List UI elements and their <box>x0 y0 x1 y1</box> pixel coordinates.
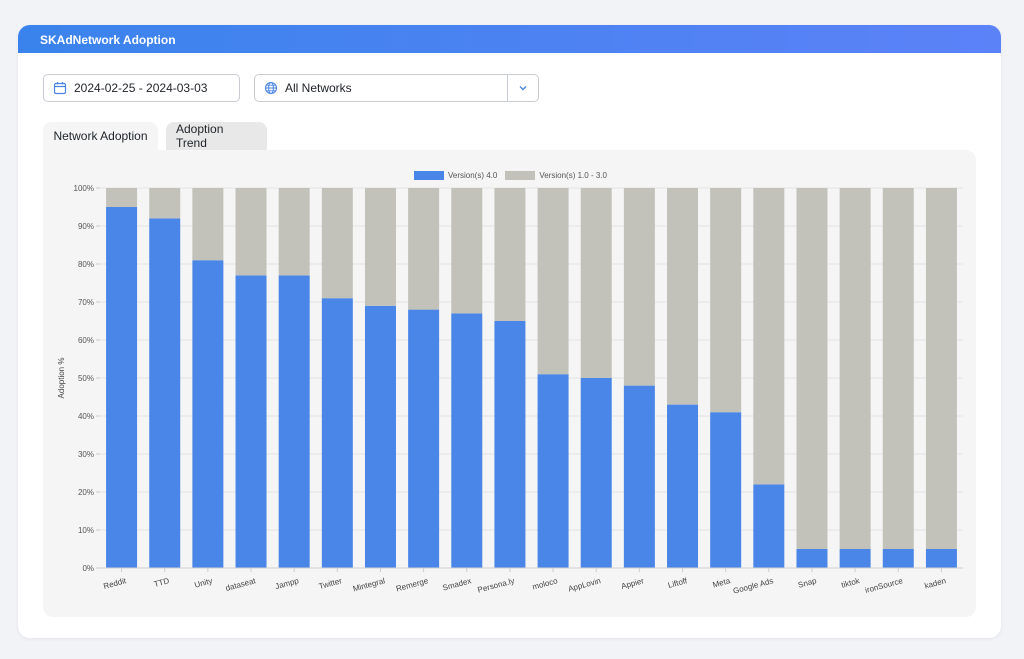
x-tick-label: Remerge <box>395 576 430 593</box>
calendar-icon <box>53 82 67 95</box>
x-tick-label: Jampp <box>274 576 300 591</box>
bar-v1-3[interactable] <box>149 188 181 219</box>
bar-v4[interactable] <box>364 305 396 568</box>
y-tick-label: 10% <box>78 526 94 535</box>
legend-item-v4[interactable]: Version(s) 4.0 <box>414 171 497 180</box>
bar-v4[interactable] <box>925 549 957 568</box>
network-value: All Networks <box>285 81 352 95</box>
x-tick-label: moloco <box>531 576 559 592</box>
legend-swatch-v4 <box>414 171 444 180</box>
x-tick-label: dataseat <box>225 576 258 593</box>
bar-v4[interactable] <box>106 207 138 568</box>
y-tick-label: 70% <box>78 298 94 307</box>
bar-v1-3[interactable] <box>321 188 353 299</box>
bar-v4[interactable] <box>623 385 655 568</box>
x-tick-label: Mintegral <box>352 576 386 593</box>
bar-v4[interactable] <box>710 412 742 568</box>
x-tick-label: kaden <box>924 576 947 590</box>
bar-v1-3[interactable] <box>537 188 569 375</box>
y-tick-label: 30% <box>78 450 94 459</box>
y-tick-label: 60% <box>78 336 94 345</box>
x-tick-label: TTD <box>153 576 171 589</box>
y-tick-label: 90% <box>78 222 94 231</box>
bar-v4[interactable] <box>451 313 483 568</box>
chart-panel: Version(s) 4.0 Version(s) 1.0 - 3.0 0% 10… <box>43 150 976 617</box>
bar-v1-3[interactable] <box>925 188 957 549</box>
bar-v4[interactable] <box>408 309 440 568</box>
x-tick-label: Liftoff <box>667 576 689 590</box>
date-range-picker[interactable]: 2024-02-25 - 2024-03-03 <box>43 74 240 102</box>
bar-v1-3[interactable] <box>106 188 138 207</box>
bar-v4[interactable] <box>278 275 310 568</box>
y-tick-label: 0% <box>82 564 94 573</box>
chevron-down-icon[interactable] <box>516 81 530 95</box>
y-tick-label: 100% <box>74 184 94 193</box>
bar-v1-3[interactable] <box>623 188 655 386</box>
bar-v1-3[interactable] <box>667 188 699 405</box>
bar-v4[interactable] <box>753 484 785 568</box>
bar-v4[interactable] <box>537 374 569 568</box>
x-tick-label: Persona.ly <box>477 576 516 594</box>
bar-v4[interactable] <box>321 298 353 568</box>
bar-v1-3[interactable] <box>710 188 742 413</box>
bar-v1-3[interactable] <box>451 188 483 314</box>
x-tick-label: ironSource <box>864 576 904 595</box>
legend-label-v4: Version(s) 4.0 <box>448 171 498 180</box>
adoption-card: SKAdNetwork Adoption 2024-02-25 - 2024-0… <box>18 25 1001 638</box>
x-tick-label: Reddit <box>102 576 127 591</box>
network-select[interactable]: All Networks <box>254 74 539 102</box>
bar-v4[interactable] <box>882 549 914 568</box>
x-tick-label: tiktok <box>840 576 861 590</box>
bar-v1-3[interactable] <box>839 188 871 549</box>
bar-v4[interactable] <box>192 260 224 568</box>
legend-item-v1-3[interactable]: Version(s) 1.0 - 3.0 <box>505 171 607 180</box>
date-range-value: 2024-02-25 - 2024-03-03 <box>74 81 208 95</box>
bar-v4[interactable] <box>839 549 871 568</box>
bar-v4[interactable] <box>149 218 181 568</box>
bar-v4[interactable] <box>235 275 267 568</box>
y-tick-label: 20% <box>78 488 94 497</box>
bar-v1-3[interactable] <box>408 188 440 310</box>
x-tick-label: Google Ads <box>732 576 774 595</box>
legend-label-v1-3: Version(s) 1.0 - 3.0 <box>539 171 607 180</box>
stacked-bar-chart: 0% 10% 20% 30% 40% 50% 60% 70% 80% 90% 100% Adoptio… <box>57 184 963 596</box>
bar-v1-3[interactable] <box>494 188 526 321</box>
x-tick-label: AppLovin <box>567 576 602 593</box>
select-divider <box>507 75 508 101</box>
x-tick-label: Appier <box>620 576 645 591</box>
bar-v4[interactable] <box>494 321 526 568</box>
bar-v1-3[interactable] <box>796 188 828 549</box>
x-tick-label: Smadex <box>442 576 473 592</box>
card-title: SKAdNetwork Adoption <box>18 25 1001 53</box>
bar-v1-3[interactable] <box>192 188 224 261</box>
bar-v1-3[interactable] <box>278 188 310 276</box>
x-tick-label: Unity <box>193 576 213 589</box>
bar-v1-3[interactable] <box>364 188 396 306</box>
bar-v1-3[interactable] <box>882 188 914 549</box>
tab-network-adoption[interactable]: Network Adoption <box>43 122 158 150</box>
bar-v1-3[interactable] <box>580 188 612 378</box>
x-tick-label: Meta <box>712 576 732 589</box>
bar-v1-3[interactable] <box>753 188 785 485</box>
tab-adoption-trend[interactable]: Adoption Trend <box>166 122 267 150</box>
x-tick-label: Snap <box>797 576 818 590</box>
chart-legend: Version(s) 4.0 Version(s) 1.0 - 3.0 <box>414 171 615 180</box>
y-tick-label: 80% <box>78 260 94 269</box>
y-tick-label: 40% <box>78 412 94 421</box>
bar-v1-3[interactable] <box>235 188 267 276</box>
legend-swatch-v1-3 <box>505 171 536 180</box>
globe-icon <box>264 81 278 95</box>
bar-v4[interactable] <box>580 378 612 568</box>
x-tick-label: Twitter <box>318 576 343 591</box>
tab-bar: Network Adoption Adoption Trend <box>43 122 275 150</box>
y-axis-label: Adoption % <box>57 358 66 399</box>
bar-v4[interactable] <box>667 404 699 568</box>
bar-v4[interactable] <box>796 549 828 568</box>
y-tick-label: 50% <box>78 374 94 383</box>
